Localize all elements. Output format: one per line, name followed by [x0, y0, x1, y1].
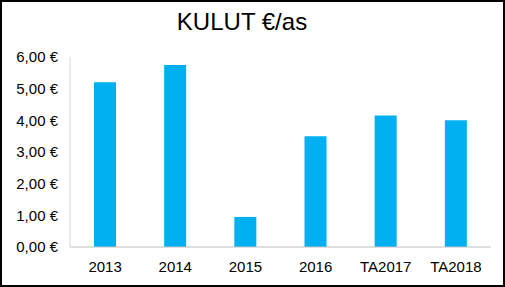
svg-text:2013: 2013: [88, 258, 121, 275]
svg-text:2014: 2014: [159, 258, 192, 275]
svg-text:2016: 2016: [299, 258, 332, 275]
svg-text:1,00 €: 1,00 €: [16, 207, 58, 224]
svg-text:4,00 €: 4,00 €: [16, 112, 58, 129]
svg-text:2015: 2015: [229, 258, 262, 275]
svg-text:TA2018: TA2018: [430, 258, 481, 275]
svg-text:5,00 €: 5,00 €: [16, 80, 58, 97]
svg-text:0,00 €: 0,00 €: [16, 238, 58, 255]
svg-text:3,00 €: 3,00 €: [16, 143, 58, 160]
svg-text:6,00 €: 6,00 €: [16, 48, 58, 65]
svg-text:2,00 €: 2,00 €: [16, 175, 58, 192]
html-text:KULUT €/as: KULUT €/as: [176, 8, 308, 35]
svg-text:TA2017: TA2017: [360, 258, 411, 275]
